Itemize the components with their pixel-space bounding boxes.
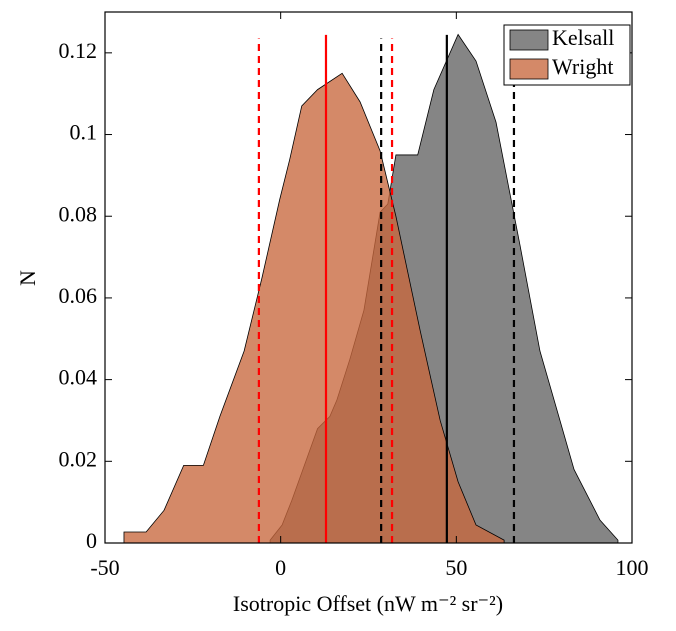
y-tick-label: 0.1: [70, 120, 98, 145]
legend: Kelsall Wright: [503, 24, 631, 86]
y-tick-label: 0.04: [59, 365, 98, 390]
x-tick-label: 0: [275, 555, 286, 580]
x-tick-label: 50: [445, 555, 467, 580]
y-tick-label: 0.08: [59, 201, 98, 226]
legend-swatch: [509, 58, 549, 80]
legend-swatch: [509, 29, 549, 51]
area: [123, 72, 505, 544]
legend-label: Kelsall: [552, 25, 614, 50]
y-tick-label: 0.12: [59, 38, 98, 63]
y-tick-label: 0: [86, 528, 97, 553]
y-tick-label: 0.06: [59, 283, 98, 308]
x-tick-label: 100: [616, 555, 649, 580]
plot-frame: [104, 11, 633, 544]
x-tick-label: -50: [90, 555, 119, 580]
y-axis-label: N: [15, 270, 40, 286]
y-tick-label: 0.02: [59, 446, 98, 471]
x-axis-label: Isotropic Offset (nW m⁻² sr⁻²): [233, 591, 503, 616]
legend-label: Wright: [552, 54, 613, 79]
